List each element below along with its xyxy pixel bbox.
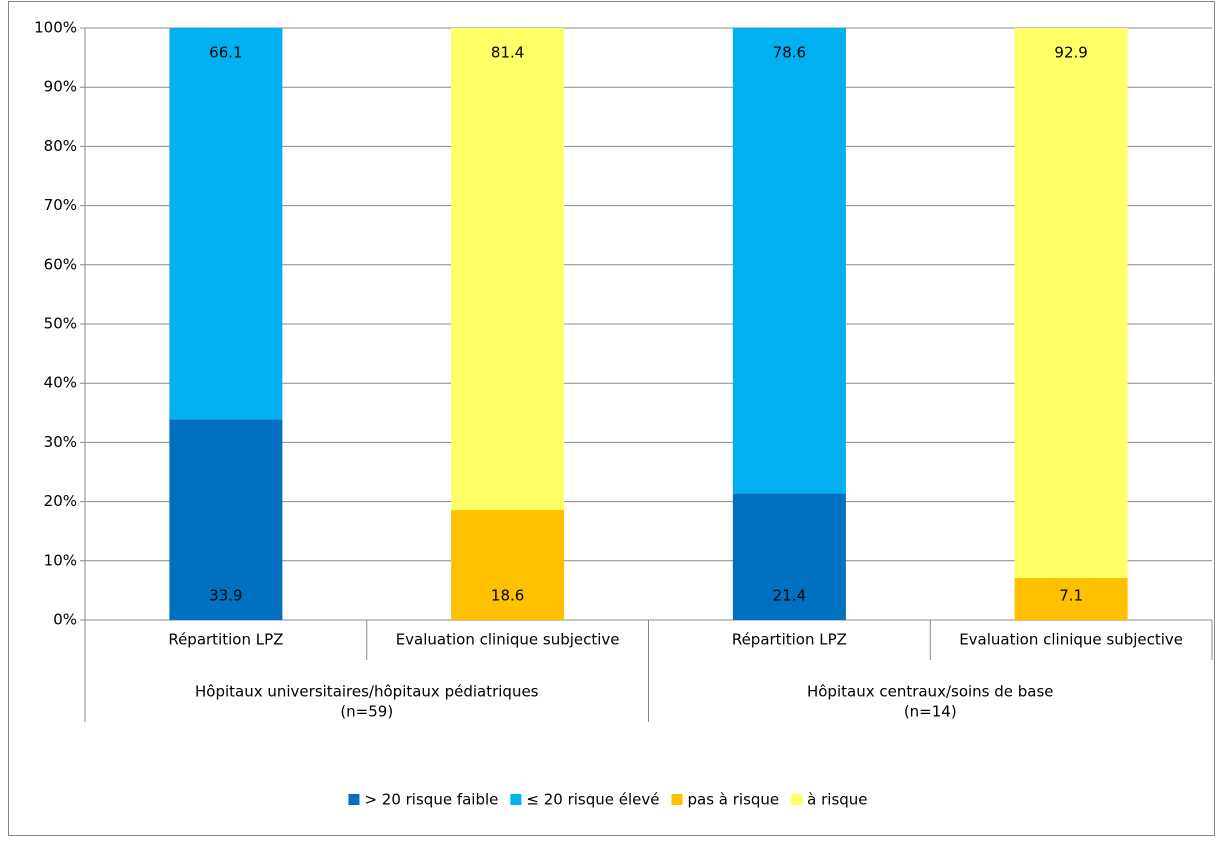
legend-swatch bbox=[510, 794, 522, 805]
y-tick-label: 60% bbox=[44, 255, 77, 273]
bar-segment bbox=[1014, 28, 1128, 578]
legend-label: > 20 risque faible bbox=[364, 791, 498, 809]
data-label: 66.1 bbox=[209, 44, 242, 62]
bar-segment bbox=[732, 493, 846, 620]
y-tick-label: 20% bbox=[44, 492, 77, 510]
data-label: 33.9 bbox=[209, 587, 242, 605]
data-label: 81.4 bbox=[491, 44, 524, 62]
x-tick-label: Répartition LPZ bbox=[732, 631, 847, 649]
legend-swatch bbox=[348, 794, 360, 805]
data-label: 78.6 bbox=[773, 44, 806, 62]
y-tick-label: 100% bbox=[34, 19, 77, 37]
bar-segment bbox=[451, 509, 565, 620]
x-tick-label: Evaluation clinique subjective bbox=[959, 631, 1183, 649]
data-label: 18.6 bbox=[491, 587, 524, 605]
y-tick-label: 70% bbox=[44, 196, 77, 214]
x-tick-label: Evaluation clinique subjective bbox=[396, 631, 620, 649]
y-tick-label: 50% bbox=[44, 315, 77, 333]
data-label: 21.4 bbox=[773, 587, 806, 605]
group-label: Hôpitaux universitaires/hôpitaux pédiatr… bbox=[195, 683, 539, 701]
data-label: 7.1 bbox=[1059, 587, 1083, 605]
legend-swatch bbox=[671, 794, 683, 805]
bar-segment bbox=[169, 28, 283, 420]
group-label: Hôpitaux centraux/soins de base bbox=[807, 683, 1054, 701]
y-tick-label: 10% bbox=[44, 551, 77, 569]
legend-label: pas à risque bbox=[688, 791, 780, 809]
bar-segment bbox=[732, 28, 846, 494]
group-label: (n=14) bbox=[904, 703, 957, 721]
legend-swatch bbox=[791, 794, 803, 805]
y-tick-label: 90% bbox=[44, 78, 77, 96]
legend-label: à risque bbox=[807, 791, 867, 809]
bar-segment bbox=[169, 419, 283, 620]
bar-segment bbox=[1014, 577, 1128, 620]
x-tick-label: Répartition LPZ bbox=[168, 631, 283, 649]
y-tick-label: 80% bbox=[44, 137, 77, 155]
y-tick-label: 0% bbox=[53, 611, 77, 629]
y-tick-label: 40% bbox=[44, 374, 77, 392]
data-label: 92.9 bbox=[1054, 44, 1087, 62]
legend-label: ≤ 20 risque élevé bbox=[526, 791, 659, 809]
y-tick-label: 30% bbox=[44, 433, 77, 451]
bar-segment bbox=[451, 28, 565, 510]
group-label: (n=59) bbox=[340, 703, 393, 721]
